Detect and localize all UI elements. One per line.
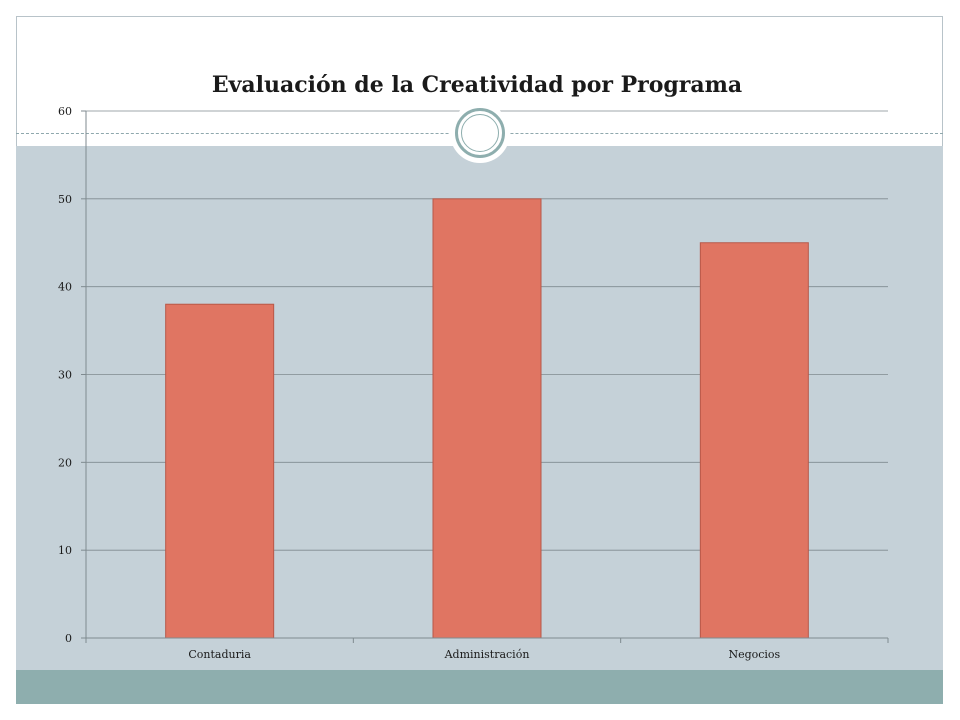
y-tick-label: 30 <box>58 369 72 382</box>
bar <box>165 303 275 639</box>
y-tick-label: 60 <box>58 105 72 118</box>
x-tick-label: Administración <box>444 648 530 661</box>
y-tick-label: 10 <box>58 544 72 557</box>
x-tick-label: Negocios <box>728 648 780 661</box>
y-tick-label: 0 <box>65 632 72 645</box>
y-tick-labels: 0 10 20 30 40 50 60 <box>58 105 72 645</box>
ornament-inner-ring <box>461 114 499 152</box>
footer-band <box>16 670 943 704</box>
bar <box>432 198 542 639</box>
x-tick-label: Contaduria <box>188 648 251 661</box>
y-tick-label: 50 <box>58 193 72 206</box>
chart-title: Evaluación de la Creatividad por Program… <box>212 72 742 98</box>
y-tick-label: 20 <box>58 456 72 469</box>
bars <box>165 198 809 639</box>
axes <box>81 110 889 643</box>
y-tick-label: 40 <box>58 281 72 294</box>
x-tick-labels: Contaduria Administración Negocios <box>188 648 780 661</box>
bar <box>699 242 809 639</box>
